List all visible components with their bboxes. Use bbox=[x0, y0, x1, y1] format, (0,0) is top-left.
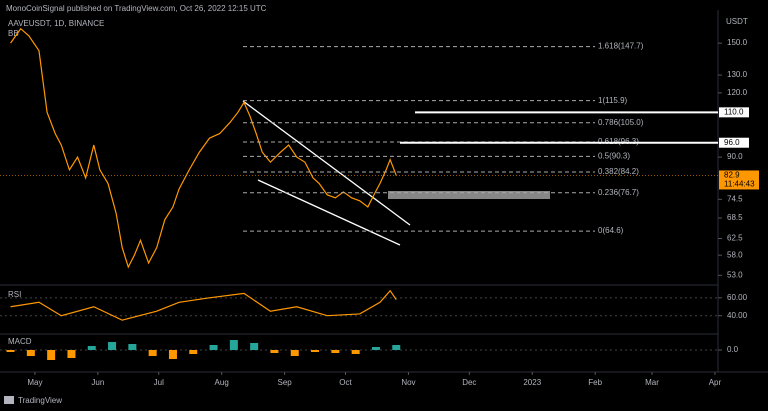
histogram-bar bbox=[331, 350, 340, 353]
histogram-bar bbox=[270, 350, 279, 353]
rsi-title: RSI bbox=[8, 290, 21, 299]
fib-label: 0.5(90.3) bbox=[598, 151, 630, 160]
y-tick-label: 0.0 bbox=[727, 345, 739, 354]
histogram-bar bbox=[392, 345, 401, 350]
x-tick-label: Mar bbox=[645, 378, 659, 387]
y-tick-label: 53.0 bbox=[727, 270, 743, 279]
x-tick-label: Aug bbox=[215, 378, 229, 387]
histogram-bar bbox=[311, 350, 320, 352]
y-tick-label: 130.0 bbox=[727, 70, 748, 79]
level-label: 96.0 bbox=[724, 138, 740, 147]
countdown: 11:44:43 bbox=[724, 180, 755, 189]
histogram-bar bbox=[87, 346, 96, 350]
last-price-box bbox=[719, 170, 759, 190]
histogram-bar bbox=[6, 350, 15, 352]
x-tick-label: Jul bbox=[154, 378, 164, 387]
x-tick-label: Nov bbox=[401, 378, 415, 387]
y-tick-label: 62.5 bbox=[727, 234, 743, 243]
fib-label: 0.236(76.7) bbox=[598, 188, 639, 197]
y-tick-label: 68.5 bbox=[727, 213, 743, 222]
y-tick-label: 60.00 bbox=[727, 293, 748, 302]
indicator: BB bbox=[8, 29, 19, 38]
x-tick-label: Apr bbox=[709, 378, 722, 387]
trendline bbox=[257, 179, 401, 246]
histogram-bar bbox=[229, 340, 238, 350]
brand: TradingView bbox=[18, 396, 62, 405]
last-price: 82.9 bbox=[724, 171, 740, 180]
histogram-bar bbox=[168, 350, 177, 359]
x-tick-label: Sep bbox=[277, 378, 292, 387]
x-tick-label: 2023 bbox=[523, 378, 541, 387]
histogram-bar bbox=[351, 350, 360, 354]
publisher: MonoCoinSignal published on TradingView.… bbox=[6, 4, 267, 13]
price-line bbox=[10, 289, 397, 321]
fib-label: 0(64.6) bbox=[598, 226, 624, 235]
fib-label: 0.786(105.0) bbox=[598, 118, 644, 127]
histogram-bar bbox=[47, 350, 56, 360]
histogram-bar bbox=[250, 343, 259, 350]
y-tick-label: 120.0 bbox=[727, 88, 748, 97]
y-label: USDT bbox=[726, 17, 748, 26]
fib-label: 1(115.9) bbox=[598, 96, 628, 105]
y-tick-label: 74.5 bbox=[727, 194, 743, 203]
y-tick-label: 58.0 bbox=[727, 250, 743, 259]
histogram-bar bbox=[148, 350, 157, 356]
level-label: 110.0 bbox=[724, 107, 744, 116]
y-tick-label: 40.00 bbox=[727, 311, 748, 320]
price-line bbox=[10, 27, 397, 269]
chart-title: AAVEUSDT, 1D, BINANCE bbox=[8, 19, 104, 28]
macd-title: MACD bbox=[8, 337, 32, 346]
x-tick-label: Oct bbox=[339, 378, 352, 387]
zone bbox=[388, 191, 550, 199]
level-box bbox=[719, 137, 749, 148]
x-tick-label: May bbox=[27, 378, 42, 387]
histogram-bar bbox=[209, 345, 218, 350]
histogram-bar bbox=[189, 350, 198, 354]
fib-label: 0.618(96.3) bbox=[598, 137, 639, 146]
fib-label: 1.618(147.7) bbox=[598, 42, 644, 51]
histogram-bar bbox=[371, 347, 380, 350]
level-box bbox=[719, 107, 749, 118]
fib-label: 0.382(84.2) bbox=[598, 167, 639, 176]
histogram-bar bbox=[128, 344, 137, 350]
logo bbox=[4, 396, 14, 404]
y-tick-label: 150.0 bbox=[727, 38, 748, 47]
histogram-bar bbox=[108, 342, 117, 350]
x-tick-label: Dec bbox=[462, 378, 476, 387]
trendline bbox=[242, 100, 411, 226]
x-tick-label: Feb bbox=[588, 378, 602, 387]
histogram-bar bbox=[26, 350, 35, 356]
x-tick-label: Jun bbox=[91, 378, 104, 387]
histogram-bar bbox=[290, 350, 299, 356]
y-tick-label: 90.0 bbox=[727, 152, 743, 161]
histogram-bar bbox=[67, 350, 76, 358]
